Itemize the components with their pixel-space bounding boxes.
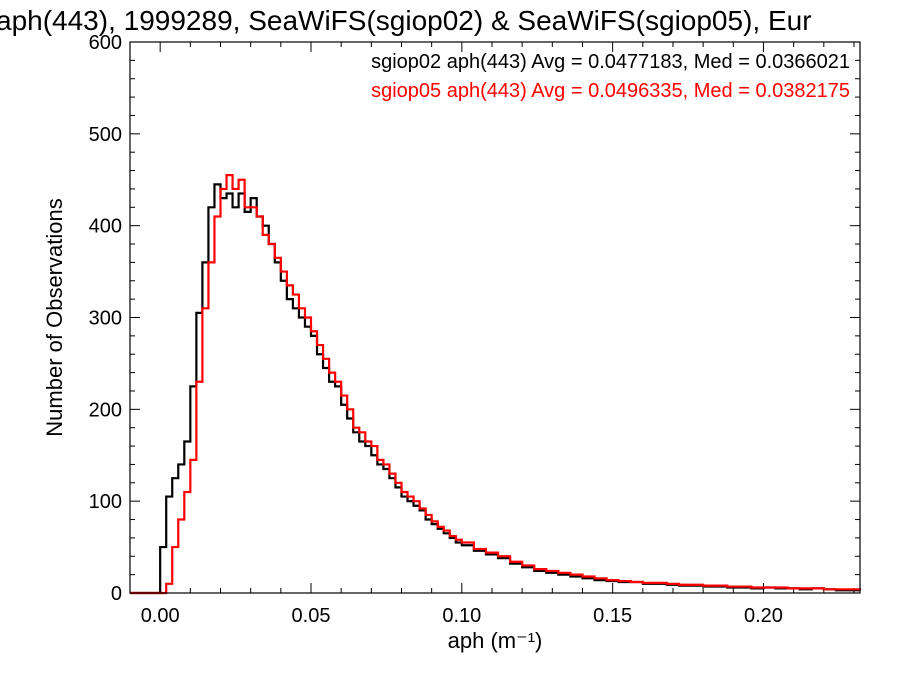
series-sgiop05-line — [130, 174, 862, 595]
y-tick-label: 500 — [89, 124, 122, 146]
y-axis-title-wrap: Number of Observations — [42, 198, 67, 436]
y-tick-label: 100 — [89, 491, 122, 513]
x-tick-label: 0.10 — [442, 605, 481, 627]
x-tick-label: 0.15 — [593, 605, 632, 627]
x-tick-label: 0.00 — [141, 605, 180, 627]
plot-frame — [129, 41, 861, 594]
y-tick-label: 0 — [111, 583, 122, 605]
series-group — [130, 174, 862, 595]
legend: sgiop02 aph(443) Avg = 0.0477183, Med = … — [371, 51, 850, 102]
y-axis-title: Number of Observations — [42, 198, 67, 436]
x-tick-label: 0.05 — [292, 605, 331, 627]
y-tick-label: 200 — [89, 399, 122, 421]
legend-entry-sgiop05: sgiop05 aph(443) Avg = 0.0496335, Med = … — [371, 80, 850, 102]
x-tick-label: 0.20 — [744, 605, 783, 627]
y-tick-label: 600 — [89, 32, 122, 54]
legend-entry-sgiop02: sgiop02 aph(443) Avg = 0.0477183, Med = … — [371, 51, 850, 73]
axis-tick-labels: 0.00 0.05 0.10 0.15 0.20 0 100 200 300 400 500 600 — [89, 32, 783, 627]
chart-title: aph(443), 1999289, SeaWiFS(sgiop02) & Se… — [0, 5, 812, 36]
y-tick-label: 400 — [89, 216, 122, 238]
y-tick-label: 300 — [89, 308, 122, 330]
x-axis-title: aph (m⁻¹) — [448, 628, 543, 653]
axis-ticks — [129, 41, 860, 594]
